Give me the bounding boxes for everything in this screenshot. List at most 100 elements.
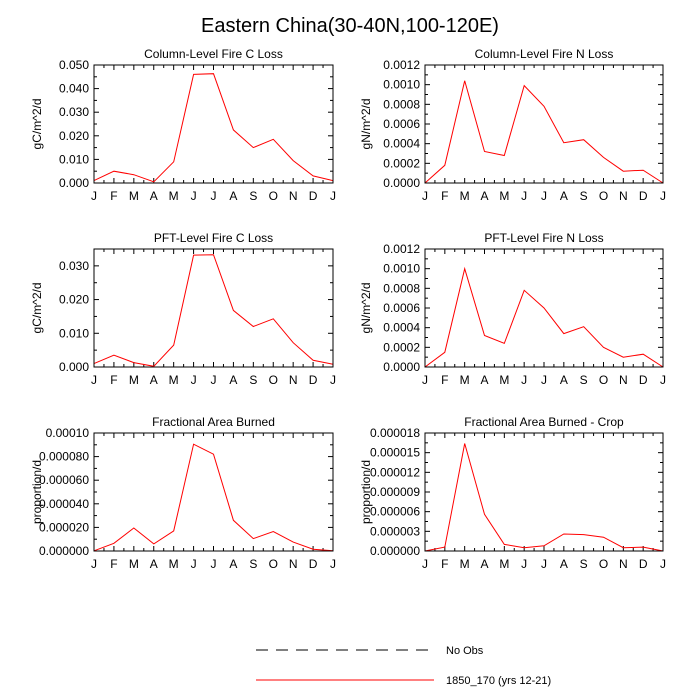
- y-tick-label: 0.040: [59, 82, 89, 96]
- y-ticks: 0.000000 0.000020 0.000040 0.000060 0.000080…: [39, 426, 333, 558]
- x-tick-label: M: [169, 189, 179, 203]
- x-tick-label: M: [169, 373, 179, 387]
- x-tick-label: M: [460, 557, 470, 571]
- x-tick-label: J: [330, 557, 336, 571]
- x-tick-label: A: [560, 373, 568, 387]
- x-tick-label: N: [619, 557, 628, 571]
- x-tick-label: O: [269, 189, 278, 203]
- x-tick-label: J: [521, 557, 527, 571]
- x-tick-label: A: [150, 373, 158, 387]
- figure-title: Eastern China(30-40N,100-120E): [201, 15, 499, 37]
- y-tick-label: 0.0008: [383, 97, 420, 111]
- y-tick-label: 0.0006: [383, 301, 420, 315]
- y-tick-label: 0.000009: [370, 485, 420, 499]
- x-tick-label: M: [499, 373, 509, 387]
- y-tick-label: 0.000020: [39, 520, 89, 534]
- x-tick-label: J: [330, 373, 336, 387]
- x-tick-label: D: [639, 373, 648, 387]
- x-tick-label: J: [191, 189, 197, 203]
- x-tick-label: F: [441, 557, 448, 571]
- y-tick-label: 0.010: [59, 326, 89, 340]
- x-tick-label: D: [639, 557, 648, 571]
- y-tick-label: 0.000003: [370, 524, 420, 538]
- y-tick-label: 0.0000: [383, 176, 420, 190]
- x-tick-label: J: [660, 189, 666, 203]
- x-tick-label: S: [249, 557, 257, 571]
- x-tick-label: J: [422, 373, 428, 387]
- x-tick-label: A: [229, 373, 237, 387]
- y-tick-label: 0.0004: [383, 137, 420, 151]
- chart-panel: Fractional Area Burned - Crop proportion/…: [359, 415, 666, 571]
- y-tick-label: 0.020: [59, 293, 89, 307]
- x-tick-label: J: [191, 373, 197, 387]
- x-tick-label: J: [211, 557, 217, 571]
- x-tick-label: J: [91, 373, 97, 387]
- y-axis-label: gN/m^2/d: [359, 99, 373, 150]
- x-tick-label: J: [660, 557, 666, 571]
- x-tick-label: S: [580, 189, 588, 203]
- y-tick-label: 0.000012: [370, 465, 420, 479]
- x-tick-label: J: [422, 557, 428, 571]
- x-tick-label: S: [249, 373, 257, 387]
- y-ticks: 0.000 0.010 0.020 0.030 0.040 0.050: [59, 58, 333, 190]
- y-axis-label: proportion/d: [359, 460, 373, 524]
- x-tick-label: A: [150, 189, 158, 203]
- x-tick-label: N: [289, 557, 298, 571]
- y-axis-label: gC/m^2/d: [30, 283, 44, 334]
- x-tick-label: F: [441, 373, 448, 387]
- x-tick-label: M: [499, 189, 509, 203]
- x-tick-label: M: [460, 373, 470, 387]
- x-tick-label: N: [619, 373, 628, 387]
- x-tick-label: D: [309, 557, 318, 571]
- y-tick-label: 0.000: [59, 176, 89, 190]
- panel-title: Fractional Area Burned - Crop: [464, 415, 624, 429]
- y-tick-label: 0.0010: [383, 78, 420, 92]
- y-tick-label: 0.000080: [39, 450, 89, 464]
- panel-title: PFT-Level Fire C Loss: [154, 231, 273, 245]
- x-tick-label: M: [499, 557, 509, 571]
- y-tick-label: 0.010: [59, 152, 89, 166]
- y-tick-label: 0.00010: [46, 426, 90, 440]
- x-tick-label: N: [619, 189, 628, 203]
- y-tick-label: 0.000060: [39, 473, 89, 487]
- y-ticks: 0.0000 0.0002 0.0004 0.0006 0.0008 0.0010 0.00…: [383, 242, 663, 374]
- y-tick-label: 0.000018: [370, 426, 420, 440]
- plot-frame: [93, 64, 334, 184]
- plot-frame: [424, 64, 664, 184]
- plot-frame: [93, 248, 334, 368]
- y-tick-label: 0.020: [59, 129, 89, 143]
- x-tick-label: J: [91, 189, 97, 203]
- x-tick-label: F: [110, 557, 117, 571]
- x-tick-label: O: [269, 373, 278, 387]
- y-tick-label: 0.0008: [383, 281, 420, 295]
- series-line: [93, 73, 334, 183]
- x-tick-label: S: [249, 189, 257, 203]
- panel-title: Fractional Area Burned: [152, 415, 275, 429]
- y-tick-label: 0.030: [59, 105, 89, 119]
- y-tick-label: 0.0010: [383, 262, 420, 276]
- y-axis-label: gN/m^2/d: [359, 283, 373, 334]
- x-tick-label: A: [560, 557, 568, 571]
- x-tick-label: J: [541, 557, 547, 571]
- y-tick-label: 0.000: [59, 360, 89, 374]
- x-tick-label: O: [599, 373, 608, 387]
- x-tick-label: A: [229, 189, 237, 203]
- plot-frame: [93, 432, 334, 552]
- y-tick-label: 0.0002: [383, 156, 420, 170]
- x-tick-label: F: [110, 373, 117, 387]
- plot-frame: [424, 248, 664, 368]
- x-tick-label: J: [330, 189, 336, 203]
- x-tick-label: O: [599, 189, 608, 203]
- y-tick-label: 0.000006: [370, 505, 420, 519]
- y-tick-label: 0.0000: [383, 360, 420, 374]
- plot-frame: [424, 432, 664, 552]
- x-tick-label: F: [441, 189, 448, 203]
- y-tick-label: 0.0006: [383, 117, 420, 131]
- x-tick-label: M: [129, 189, 139, 203]
